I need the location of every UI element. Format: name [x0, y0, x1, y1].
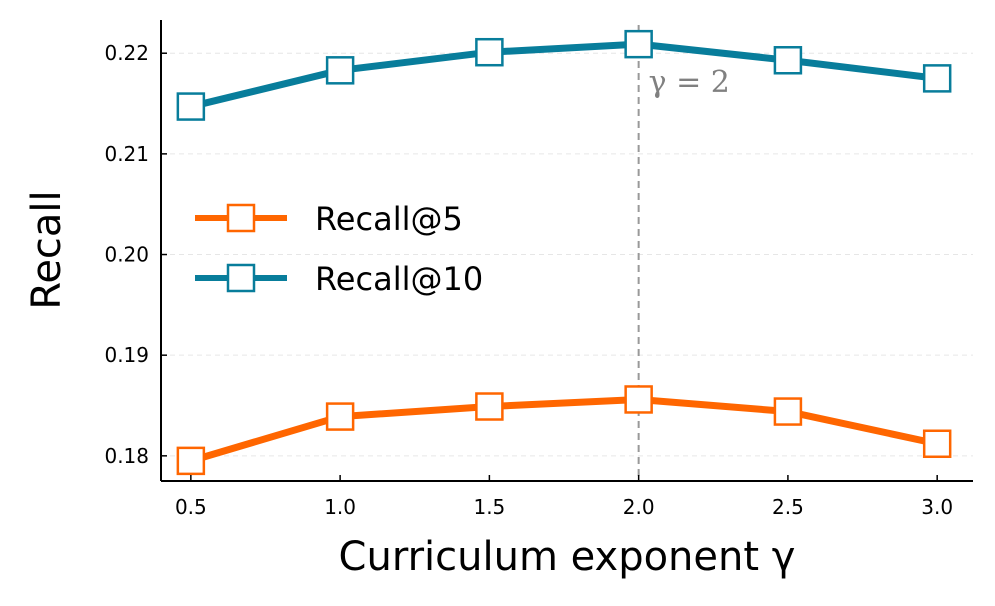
- axes: [160, 20, 973, 482]
- x-tick-label: 3.0: [921, 495, 953, 519]
- legend-marker-recall5: [226, 203, 256, 233]
- legend-marker-recall10: [226, 263, 256, 293]
- data-point-recall10: [475, 37, 504, 67]
- data-point-recall5: [475, 392, 504, 421]
- y-axis-title: Recall: [24, 190, 70, 309]
- x-tick-label: 1.5: [473, 495, 505, 519]
- data-point-recall10: [325, 56, 355, 85]
- x-tick-label: 0.5: [175, 495, 207, 519]
- data-point-recall5: [176, 446, 206, 476]
- data-point-recall10: [922, 64, 952, 93]
- data-point-recall10: [773, 46, 803, 75]
- y-tick-label: 0.22: [104, 41, 149, 65]
- data-point-recall5: [773, 397, 803, 426]
- data-point-recall10: [624, 29, 653, 59]
- series-line-recall5: [189, 395, 938, 465]
- legend: Recall@5 Recall@10: [195, 200, 483, 298]
- annotation-gamma-label: γ = 2: [649, 65, 730, 100]
- legend-label-recall10: Recall@10: [315, 260, 483, 298]
- data-point-recall5: [922, 429, 952, 459]
- grid-lines: [161, 52, 973, 457]
- legend-label-recall5: Recall@5: [315, 200, 463, 238]
- data-point-recall5: [325, 402, 355, 431]
- x-axis-title: Curriculum exponent γ: [339, 534, 796, 580]
- series-layer: [176, 29, 952, 476]
- x-tick-label: 1.0: [324, 495, 356, 519]
- x-tick-label: 2.0: [623, 495, 655, 519]
- x-tick-label: 2.5: [772, 495, 804, 519]
- data-point-recall5: [624, 385, 653, 414]
- y-tick-label: 0.19: [104, 343, 149, 367]
- ticks: 0.18 0.19 0.20 0.21 0.22 0.5 1.0 1.5 2.0 2.5 3.0: [104, 41, 953, 519]
- y-tick-label: 0.21: [104, 142, 149, 166]
- y-tick-label: 0.18: [104, 444, 149, 468]
- y-tick-label: 0.20: [104, 243, 149, 267]
- data-point-recall10: [176, 92, 206, 121]
- series-line-recall10: [190, 40, 938, 110]
